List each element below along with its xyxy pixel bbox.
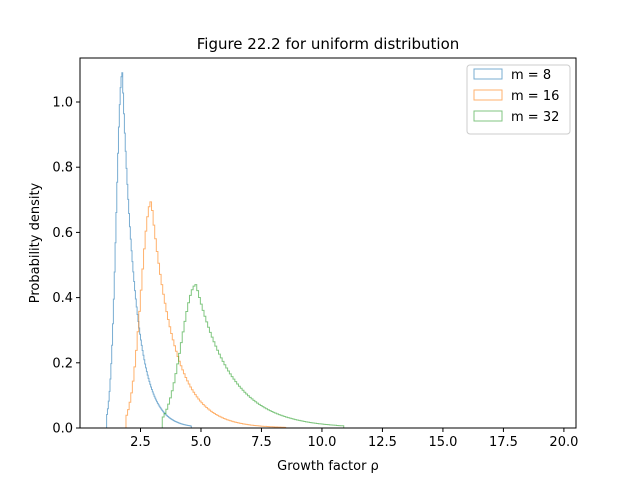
x-axis-ticks: 2.5 5.0 7.5 10.0 12.5 15.0 17.5 20.0 <box>130 428 578 450</box>
y-axis-ticks: 0.0 0.2 0.4 0.6 0.8 1.0 <box>52 96 80 437</box>
y-tick-label: 0.4 <box>52 291 73 306</box>
legend-label: m = 32 <box>511 110 559 125</box>
plot-frame <box>79 57 577 429</box>
legend-box <box>466 64 571 135</box>
y-tick-label: 1.0 <box>52 96 73 111</box>
x-tick-label: 15.0 <box>428 435 457 450</box>
x-tick-label: 2.5 <box>130 435 151 450</box>
series-1-histogram <box>106 72 192 428</box>
x-tick-label: 20.0 <box>549 435 578 450</box>
y-axis-label: Probability density <box>28 182 43 303</box>
series-layer <box>106 72 345 428</box>
x-tick-label: 5.0 <box>191 435 212 450</box>
y-tick-label: 0.2 <box>52 356 73 371</box>
y-tick-label: 0.6 <box>52 226 73 241</box>
x-tick-label: 10.0 <box>307 435 336 450</box>
y-tick-label: 0.8 <box>52 161 73 176</box>
legend-swatch <box>473 110 503 122</box>
y-tick-label: 0.0 <box>52 422 73 437</box>
x-tick-label: 7.5 <box>251 435 272 450</box>
chart-title: Figure 22.2 for uniform distribution <box>197 35 460 53</box>
legend: m = 8 m = 16 m = 32 <box>466 64 571 135</box>
x-axis-label: Growth factor ρ <box>277 459 379 474</box>
series-3-histogram <box>161 284 345 428</box>
legend-label: m = 8 <box>511 68 551 83</box>
legend-swatch <box>473 89 503 101</box>
legend-swatch <box>473 68 503 80</box>
series-2-histogram <box>125 201 287 428</box>
x-tick-label: 12.5 <box>368 435 397 450</box>
legend-label: m = 16 <box>511 89 559 104</box>
x-tick-label: 17.5 <box>489 435 518 450</box>
